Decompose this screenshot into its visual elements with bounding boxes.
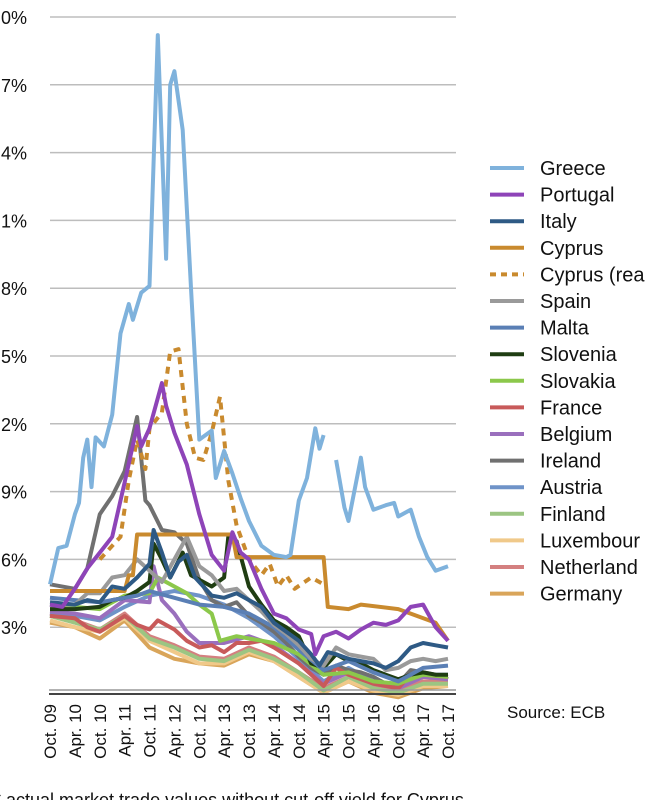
legend-item: Portugal <box>490 185 615 207</box>
legend-label: Netherland <box>540 557 638 579</box>
series-line-9 <box>49 613 449 691</box>
series-line-2 <box>49 528 449 670</box>
legend-label: Austria <box>540 477 603 499</box>
legend-label: Luxembour <box>540 530 640 552</box>
y-tick-label: 2% <box>1 415 27 435</box>
legend-label: Slovakia <box>540 371 616 393</box>
y-tick-label: 0% <box>1 8 27 28</box>
source-label: Source: ECB <box>507 703 605 722</box>
legend-item: Cyprus <box>490 238 603 260</box>
x-tick-label: Apr. 10 <box>66 704 85 758</box>
legend-label: Malta <box>540 318 590 340</box>
legend-label: Belgium <box>540 424 612 446</box>
legend-label: France <box>540 397 602 419</box>
y-tick-label: 1% <box>1 211 27 231</box>
legend-item: Slovakia <box>490 371 616 393</box>
legend-item: Cyprus (rea <box>490 264 645 286</box>
x-tick-label: Apr. 15 <box>315 704 334 758</box>
legend-item: Germany <box>490 584 622 606</box>
gridlines <box>50 16 456 628</box>
legend-label: Italy <box>540 211 577 233</box>
x-tick-label: Oct. 15 <box>340 704 359 759</box>
series-line-0 <box>48 33 449 585</box>
legend-item: Spain <box>490 291 591 313</box>
x-tick-label: Oct. 10 <box>91 704 110 759</box>
y-tick-label: 7% <box>1 76 27 96</box>
y-tick-label: 4% <box>1 144 27 164</box>
series-line-7 <box>50 534 448 682</box>
x-tick-label: Apr. 14 <box>265 704 284 758</box>
legend-label: Greece <box>540 158 606 180</box>
x-tick-label: Apr. 12 <box>165 704 184 758</box>
x-tick-label: Oct. 14 <box>290 704 309 759</box>
y-tick-label: 3% <box>1 618 27 638</box>
legend: Greece Portugal Italy Cyprus Cyprus (rea Spai… <box>490 158 645 606</box>
legend-item: Greece <box>490 158 606 180</box>
legend-label: Cyprus (rea <box>540 264 645 286</box>
x-tick-label: Apr. 16 <box>364 704 383 758</box>
x-tick-label: Apr. 17 <box>414 704 433 758</box>
x-tick-label: Oct. 11 <box>141 704 160 758</box>
legend-item: Italy <box>490 211 577 233</box>
x-tick-label: Apr. 11 <box>116 704 135 757</box>
legend-item: Finland <box>490 504 606 526</box>
legend-label: Finland <box>540 504 606 526</box>
x-tick-label: Oct. 09 <box>41 704 60 759</box>
legend-item: Luxembour <box>490 530 640 552</box>
legend-item: Belgium <box>490 424 612 446</box>
series-line-6 <box>49 589 449 684</box>
series-line-1 <box>49 381 450 657</box>
legend-item: Malta <box>490 318 590 340</box>
legend-label: Ireland <box>540 451 601 473</box>
x-tick-label: Apr. 13 <box>215 704 234 758</box>
y-tick-label: 8% <box>1 279 27 299</box>
legend-label: Portugal <box>540 185 615 207</box>
x-axis <box>49 689 456 695</box>
y-axis-ticks: 3% 6% 9% 2% 5% 8% 1% 4% 7% 0% <box>1 8 27 638</box>
x-tick-label: Oct. 13 <box>240 704 259 759</box>
series-line-4 <box>98 347 325 591</box>
x-tick-label: Oct. 16 <box>389 704 408 759</box>
y-tick-label: 9% <box>1 483 27 503</box>
y-tick-label: 6% <box>1 550 27 570</box>
series-lines <box>48 33 450 700</box>
x-tick-label: Oct. 17 <box>439 704 458 759</box>
legend-item: Slovenia <box>490 344 618 366</box>
legend-label: Germany <box>540 584 622 606</box>
legend-label: Spain <box>540 291 591 313</box>
x-tick-label: Oct. 12 <box>190 704 209 759</box>
legend-item: Austria <box>490 477 603 499</box>
footnote: * actual market trade values without cut… <box>0 790 464 800</box>
legend-label: Slovenia <box>540 344 618 366</box>
x-axis-ticks: Oct. 09 Apr. 10 Oct. 10 Apr. 11 Oct. 11 Apr. … <box>41 704 458 759</box>
y-tick-label: 5% <box>1 347 27 367</box>
legend-item: Netherland <box>490 557 638 579</box>
legend-label: Cyprus <box>540 238 603 260</box>
legend-item: France <box>490 397 602 419</box>
legend-item: Ireland <box>490 451 601 473</box>
